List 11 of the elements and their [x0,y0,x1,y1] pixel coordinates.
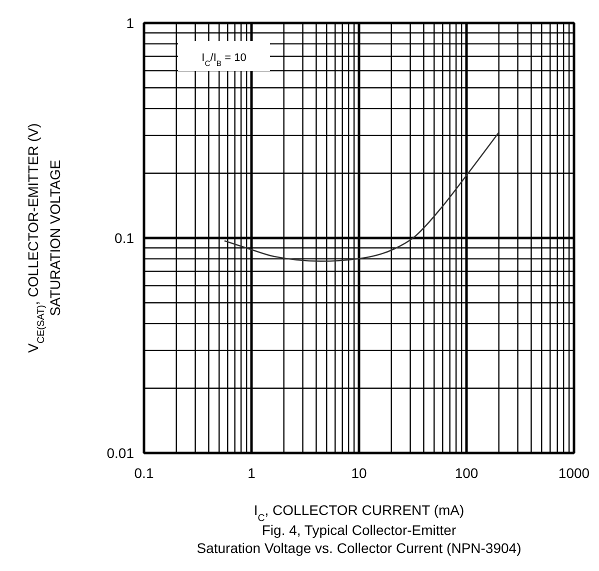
y-tick-label: 0.1 [114,230,134,246]
y-tick-label: 0.01 [106,445,134,461]
x-tick-label: 1 [248,465,256,481]
x-tick-label: 1000 [558,465,590,481]
y-tick-label: 1 [126,15,134,31]
annotation: I$_{C}$/I$_{B}$ = 10 [202,52,246,68]
x-tick-label: 0.1 [134,465,154,481]
x-tick-label: 100 [454,465,478,481]
text: Fig. 4, Typical Collector-Emitter Saturation Voltage vs. Collector Current (NPN-3904) [196,522,522,556]
x-axis-title: I$_{C}$, COLLECTOR CURRENT (mA) [254,502,464,524]
x-tick-label: 10 [351,465,367,481]
